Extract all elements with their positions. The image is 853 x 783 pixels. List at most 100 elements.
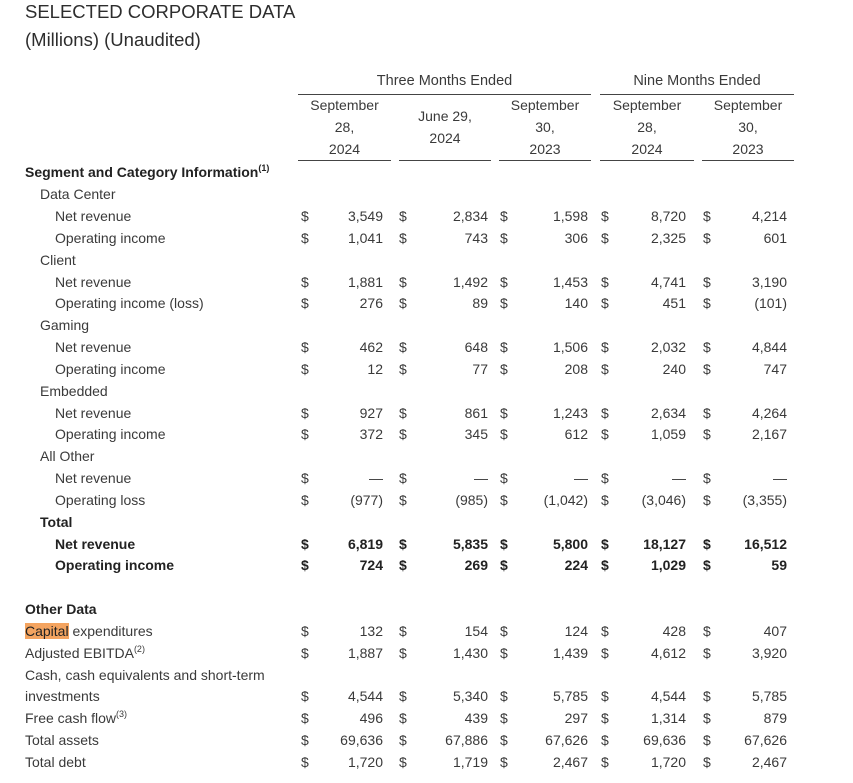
table-row: Gaming — [0, 314, 853, 336]
currency-symbol: $ — [301, 754, 309, 770]
currency-symbol: $ — [601, 732, 609, 748]
table-cell-value: 4,544 — [650, 688, 686, 704]
row-label: Net revenue — [55, 533, 135, 555]
currency-symbol: $ — [500, 645, 508, 661]
currency-symbol: $ — [703, 557, 711, 573]
column-header-line: 2024 — [328, 141, 361, 157]
row-label: Cash, cash equivalents and short-term — [25, 664, 265, 686]
column-header-line: 28, — [334, 119, 355, 135]
currency-symbol: $ — [399, 754, 407, 770]
table-cell-value: 451 — [662, 295, 686, 311]
table-cell-value: 496 — [359, 710, 383, 726]
currency-symbol: $ — [703, 230, 711, 246]
row-label-text: Segment and Category Information — [25, 164, 259, 180]
currency-symbol: $ — [703, 295, 711, 311]
currency-symbol: $ — [500, 492, 508, 508]
currency-symbol: $ — [500, 470, 508, 486]
currency-symbol: $ — [601, 623, 609, 639]
table-cell-value: 5,785 — [552, 688, 588, 704]
table-cell-value: 1,719 — [452, 754, 488, 770]
row-label-text: Operating income — [55, 557, 175, 573]
row-label: Operating income — [55, 358, 166, 380]
currency-symbol: $ — [399, 536, 407, 552]
table-row: All Other — [0, 445, 853, 467]
table-cell-value: 154 — [464, 623, 488, 639]
currency-symbol: $ — [301, 492, 309, 508]
currency-symbol: $ — [500, 688, 508, 704]
currency-symbol: $ — [601, 405, 609, 421]
table-cell-value: 2,467 — [552, 754, 588, 770]
table-row: Operating income $1,041 $743 $306 $2,325 $601 — [0, 227, 853, 249]
table-cell-value: 140 — [564, 295, 588, 311]
column-header: September 30, 2023 — [499, 94, 591, 160]
currency-symbol: $ — [301, 339, 309, 355]
row-label-text: Operating income — [55, 426, 166, 442]
table-cell-value: 4,214 — [751, 208, 787, 224]
currency-symbol: $ — [399, 274, 407, 290]
table-cell-value: 5,340 — [452, 688, 488, 704]
currency-symbol: $ — [399, 623, 407, 639]
row-label-text: Free cash flow — [25, 710, 117, 726]
table-cell-value: — — [369, 470, 383, 486]
table-cell-value: — — [574, 470, 588, 486]
table-cell-value: 407 — [763, 623, 787, 639]
group-header-nine-months: Nine Months Ended — [633, 73, 761, 89]
table-cell-value: 4,264 — [751, 405, 787, 421]
currency-symbol: $ — [301, 230, 309, 246]
currency-symbol: $ — [301, 470, 309, 486]
currency-symbol: $ — [703, 688, 711, 704]
currency-symbol: $ — [399, 230, 407, 246]
table-cell-value: 69,636 — [340, 732, 383, 748]
currency-symbol: $ — [601, 645, 609, 661]
table-cell-value: 372 — [359, 426, 383, 442]
table-cell-value: 1,059 — [650, 426, 686, 442]
currency-symbol: $ — [301, 710, 309, 726]
table-cell-value: 1,439 — [552, 645, 588, 661]
table-cell-value: (3,046) — [641, 492, 686, 508]
currency-symbol: $ — [500, 732, 508, 748]
table-cell-value: 1,881 — [347, 274, 383, 290]
table-cell-value: 1,041 — [347, 230, 383, 246]
table-row: investments $4,544 $5,340 $5,785 $4,544 $5,78… — [0, 685, 853, 707]
table-cell-value: 4,612 — [650, 645, 686, 661]
currency-symbol: $ — [301, 557, 309, 573]
currency-symbol: $ — [301, 295, 309, 311]
table-cell-value: 724 — [359, 557, 383, 573]
footnote-marker: (3) — [116, 709, 128, 719]
report-subtitle: (Millions) (Unaudited) — [25, 29, 201, 50]
currency-symbol: $ — [500, 536, 508, 552]
table-cell-value: (985) — [455, 492, 488, 508]
currency-symbol: $ — [601, 274, 609, 290]
currency-symbol: $ — [500, 274, 508, 290]
table-cell-value: 67,886 — [445, 732, 488, 748]
group-underline-three-months — [298, 94, 591, 95]
currency-symbol: $ — [703, 405, 711, 421]
currency-symbol: $ — [703, 470, 711, 486]
column-header-line: September — [310, 97, 379, 113]
table-row: Total debt $1,720 $1,719 $2,467 $1,720 $2,467 — [0, 751, 853, 773]
column-header: June 29, 2024 — [399, 105, 491, 149]
currency-symbol: $ — [399, 710, 407, 726]
currency-symbol: $ — [500, 754, 508, 770]
table-cell-value: 297 — [564, 710, 588, 726]
table-cell-value: 747 — [763, 361, 787, 377]
column-header-line: September — [612, 97, 682, 113]
currency-symbol: $ — [399, 470, 407, 486]
table-cell-value: 269 — [464, 557, 488, 573]
footnote-marker: (2) — [133, 644, 145, 654]
column-header-underline — [399, 160, 491, 161]
row-label-text: Net revenue — [55, 208, 132, 224]
column-header-line: 2024 — [429, 130, 461, 146]
table-row: Operating loss $ (977) $ (985) $ (1,042) $ (3,04… — [0, 489, 853, 511]
table-row: Operating income (loss) $276 $89 $140 $451 $ (… — [0, 292, 853, 314]
currency-symbol: $ — [703, 208, 711, 224]
currency-symbol: $ — [301, 732, 309, 748]
column-header-underline — [499, 160, 591, 161]
table-cell-value: 306 — [564, 230, 588, 246]
currency-symbol: $ — [301, 688, 309, 704]
currency-symbol: $ — [601, 557, 609, 573]
currency-symbol: $ — [500, 230, 508, 246]
currency-symbol: $ — [703, 536, 711, 552]
table-row: Other Data — [0, 598, 853, 620]
table-row: Net revenue $462 $648 $1,506 $2,032 $4,844 — [0, 336, 853, 358]
